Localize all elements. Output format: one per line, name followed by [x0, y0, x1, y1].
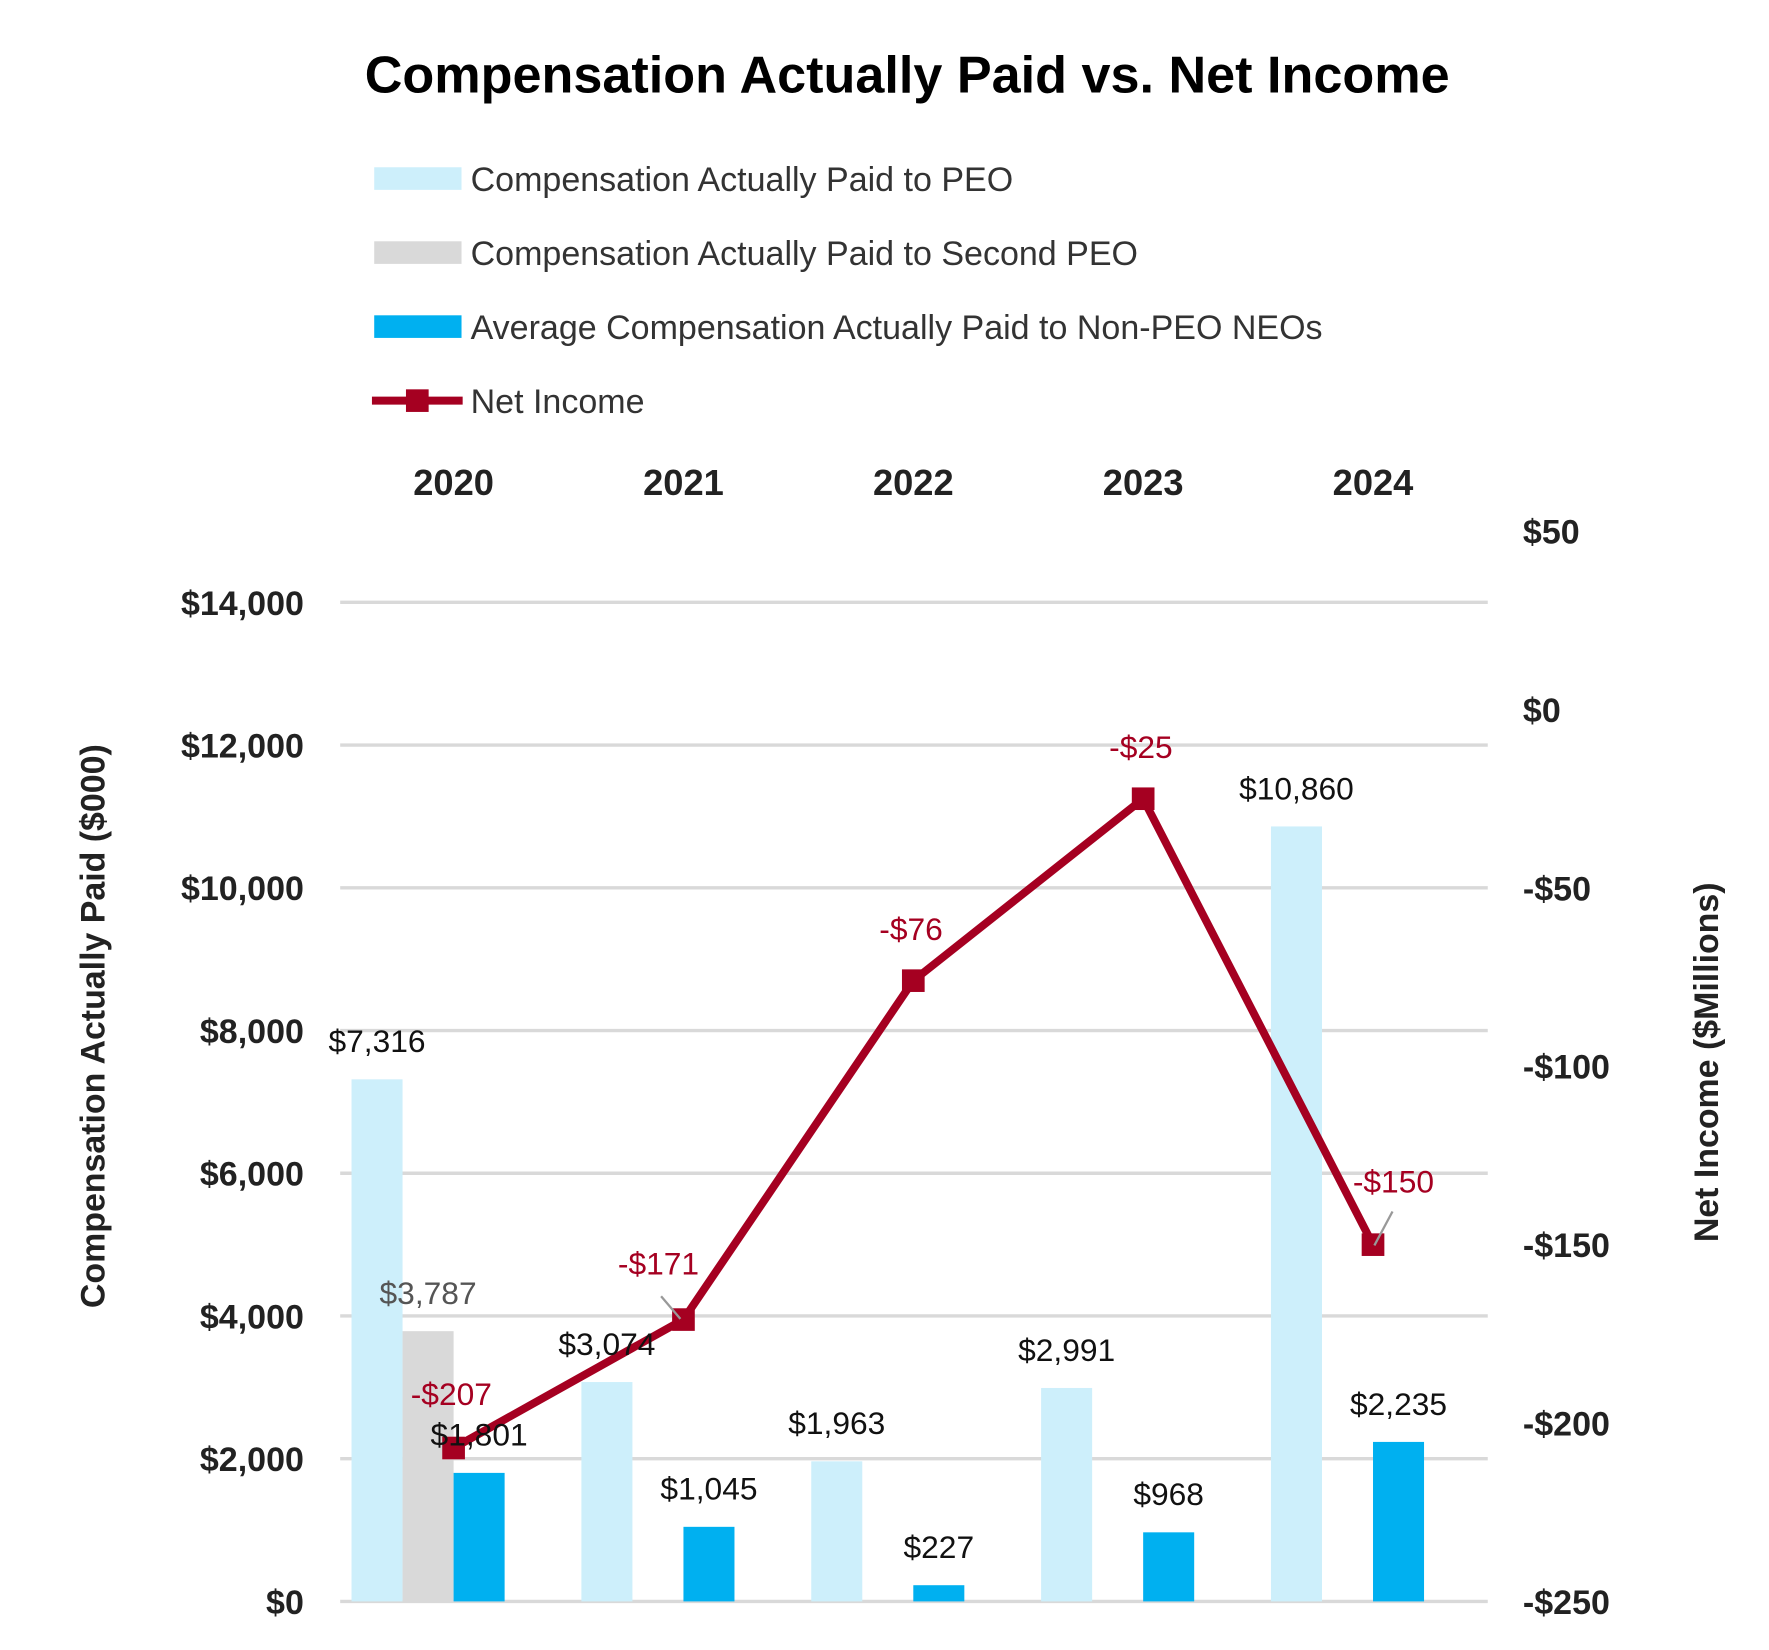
y-tick-label: $2,000	[200, 1441, 304, 1479]
legend-label: Average Compensation Actually Paid to No…	[471, 309, 1323, 347]
y2-axis-label: Net Income ($Millions)	[1688, 882, 1726, 1242]
line-data-label: -$25	[1109, 729, 1173, 765]
legend-label: Net Income	[471, 383, 645, 421]
y2-tick-label: $50	[1523, 514, 1580, 552]
bar	[1373, 1441, 1425, 1602]
line-data-label: -$150	[1353, 1164, 1434, 1200]
category-labels: 2020 2021 2022 2023 2024	[413, 462, 1413, 503]
bar	[1143, 1532, 1195, 1602]
bar-data-label: $2,235	[1350, 1386, 1447, 1422]
bar	[683, 1526, 735, 1602]
data-labels: $7,316 $3,074 $1,963 $2,991 $10,860 $3,787 $1,…	[329, 729, 1448, 1565]
bar	[453, 1472, 505, 1602]
chart-title: Compensation Actually Paid vs. Net Incom…	[365, 47, 1450, 105]
bar-data-label: $227	[904, 1529, 975, 1565]
y-tick-label: $0	[266, 1584, 304, 1622]
category-label: 2021	[643, 462, 724, 503]
legend: Compensation Actually Paid to PEO Compens…	[371, 161, 1323, 421]
bar	[1270, 826, 1322, 1602]
y-axis-label: Compensation Actually Paid ($000)	[74, 744, 112, 1308]
legend-marker	[405, 389, 429, 412]
category-label: 2024	[1333, 462, 1414, 503]
bar-data-label: $1,801	[431, 1417, 528, 1453]
leader-line	[660, 1295, 682, 1320]
bar	[1041, 1387, 1093, 1602]
y2-tick-label: -$50	[1523, 870, 1591, 908]
y-tick-label: $10,000	[181, 870, 304, 908]
bar-data-label: $1,963	[788, 1405, 885, 1441]
bar-data-label: $3,787	[380, 1275, 477, 1311]
legend-swatch	[374, 315, 462, 338]
line-data-label: -$207	[411, 1376, 492, 1412]
legend-swatch	[374, 241, 462, 264]
y2-tick-label: -$150	[1523, 1227, 1610, 1265]
legend-swatch	[374, 167, 462, 190]
bar-data-label: $3,074	[558, 1326, 655, 1362]
line-marker	[901, 969, 925, 992]
y2-tick-label: -$200	[1523, 1406, 1610, 1444]
legend-label: Compensation Actually Paid to Second PEO	[471, 235, 1138, 273]
y-tick-label: $4,000	[200, 1298, 304, 1336]
bar	[913, 1585, 965, 1602]
bars	[351, 826, 1425, 1602]
leader-line	[1373, 1210, 1394, 1246]
line-marker	[1361, 1233, 1385, 1256]
category-label: 2020	[413, 462, 494, 503]
bar	[351, 1079, 403, 1602]
y-tick-label: $14,000	[181, 585, 304, 623]
line-marker	[1131, 787, 1155, 811]
legend-label: Compensation Actually Paid to PEO	[471, 161, 1014, 199]
bar-data-label: $968	[1133, 1476, 1204, 1512]
line-data-label: -$76	[879, 911, 943, 947]
bar-data-label: $1,045	[660, 1471, 757, 1507]
category-label: 2023	[1103, 462, 1184, 503]
y-tick-label: $6,000	[200, 1156, 304, 1194]
category-label: 2022	[873, 462, 954, 503]
y2-tick-label: -$250	[1523, 1584, 1610, 1622]
y2-tick-label: -$100	[1523, 1049, 1610, 1087]
net-income-line	[442, 787, 1385, 1460]
line-marker	[442, 1436, 465, 1460]
y-tick-label: $8,000	[200, 1013, 304, 1051]
bar-data-label: $10,860	[1239, 770, 1354, 806]
bar	[402, 1331, 454, 1602]
bar	[581, 1382, 633, 1602]
line-data-label: -$171	[618, 1245, 699, 1281]
bar	[811, 1461, 863, 1602]
line-marker	[672, 1308, 695, 1331]
bar-data-label: $2,991	[1018, 1332, 1115, 1368]
y-tick-label: $12,000	[181, 728, 304, 766]
bar-data-label: $7,316	[329, 1023, 426, 1059]
y2-tick-label: $0	[1523, 692, 1561, 730]
